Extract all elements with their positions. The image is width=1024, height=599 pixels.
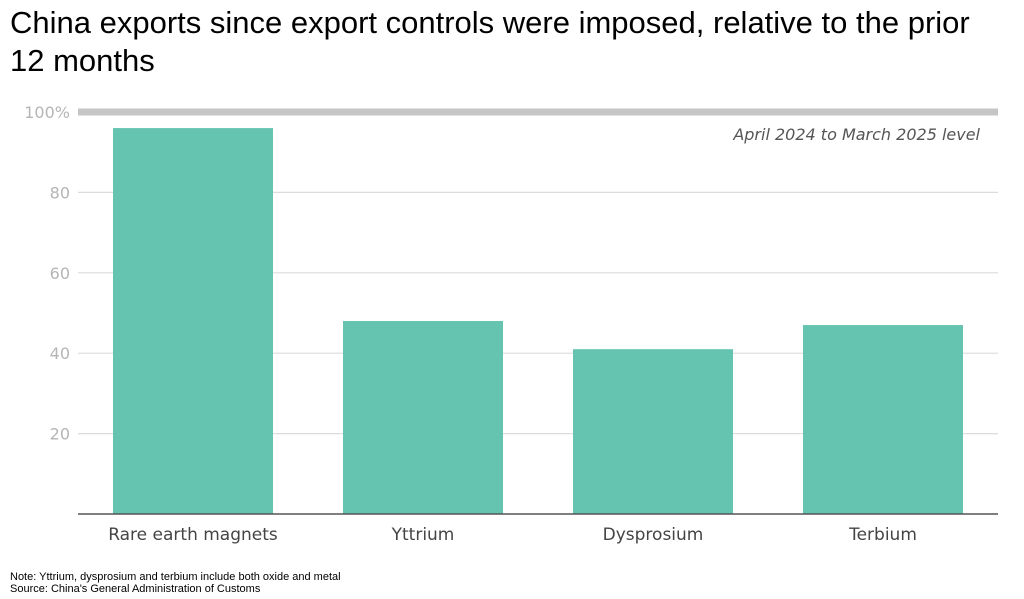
- chart-note: Note: Yttrium, dysprosium and terbium in…: [10, 571, 341, 583]
- x-tick-label: Terbium: [848, 525, 917, 545]
- bar-chart: 20 40 60 80 100% April 2024 to March 2025 lev…: [24, 103, 998, 545]
- y-tick-label: 80: [50, 183, 70, 202]
- chart-source: Source: China's General Administration o…: [10, 583, 261, 595]
- x-tick-label: Rare earth magnets: [108, 525, 278, 545]
- chart-title: China exports since export controls were…: [10, 5, 970, 78]
- x-tick-label: Dysprosium: [603, 525, 704, 545]
- x-tick-label: Yttrium: [391, 525, 455, 545]
- axes: 20 40 60 80 100% April 2024 to March 2025 lev…: [24, 103, 998, 545]
- bars: [113, 128, 963, 514]
- bar-terbium: [803, 325, 963, 514]
- reference-line-label: April 2024 to March 2025 level: [732, 125, 980, 144]
- y-tick-label: 60: [50, 264, 70, 283]
- y-tick-label: 100%: [24, 103, 70, 122]
- bar-dysprosium: [573, 349, 733, 514]
- y-tick-label: 40: [50, 344, 70, 363]
- y-tick-label: 20: [50, 425, 70, 444]
- bar-rare-earth-magnets: [113, 128, 273, 514]
- bar-yttrium: [343, 321, 503, 514]
